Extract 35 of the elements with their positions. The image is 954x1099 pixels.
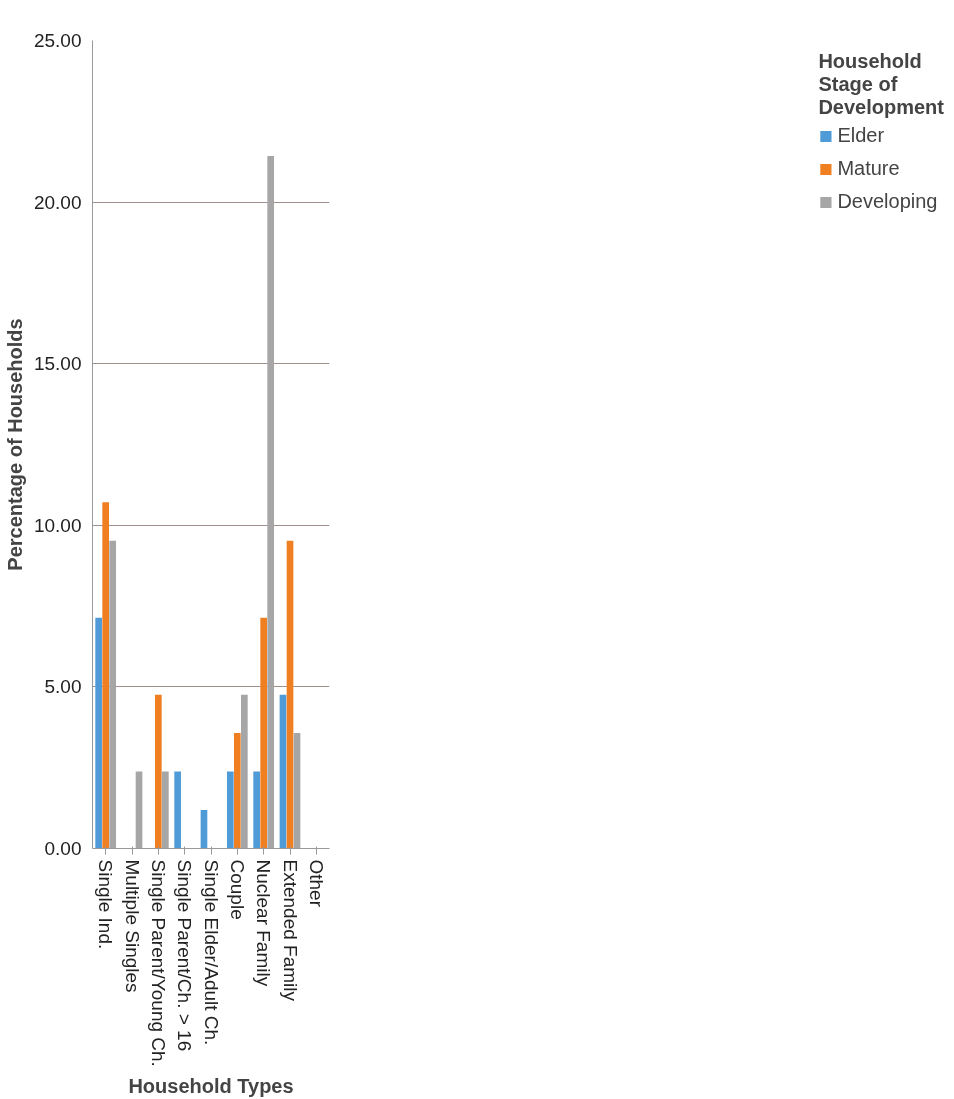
x-axis-title: Household Types bbox=[128, 1074, 294, 1097]
y-tick-label: 15.00 bbox=[33, 353, 82, 375]
x-tick-label: Single Parent/Young Ch. bbox=[147, 859, 169, 1067]
bar bbox=[109, 540, 117, 849]
x-tick-label: Single Elder/Adult Ch. bbox=[200, 859, 222, 1046]
bar bbox=[155, 694, 162, 849]
x-tick-label: Extended Family bbox=[279, 859, 301, 1002]
bar bbox=[95, 617, 102, 849]
bar bbox=[226, 771, 234, 849]
legend-label: Mature bbox=[837, 157, 900, 180]
x-tick-label: Single Parent/Ch. > 16 bbox=[174, 859, 196, 1052]
y-tick-label: 20.00 bbox=[33, 191, 82, 213]
y-tick-label: 10.00 bbox=[33, 514, 82, 536]
bar bbox=[174, 771, 181, 849]
bar bbox=[253, 771, 260, 849]
legend-label: Developing bbox=[837, 190, 938, 213]
x-tick-label: Couple bbox=[226, 859, 248, 920]
bar bbox=[286, 540, 294, 849]
legend-title: Household Stage of Development bbox=[818, 50, 944, 119]
x-tick-label: Multiple Singles bbox=[121, 859, 143, 993]
bar bbox=[293, 733, 301, 849]
x-tick-label: Single Ind. bbox=[95, 859, 117, 950]
y-tick-label: 25.00 bbox=[33, 30, 82, 51]
bar bbox=[234, 733, 241, 849]
bar bbox=[102, 502, 109, 849]
y-axis-title: Percentage of Households bbox=[3, 318, 26, 571]
y-tick-label: 5.00 bbox=[44, 676, 82, 698]
bar bbox=[267, 155, 275, 849]
bar bbox=[260, 617, 267, 849]
x-tick-label: Nuclear Family bbox=[253, 859, 275, 987]
legend-label: Elder bbox=[837, 124, 885, 147]
bar bbox=[241, 694, 248, 849]
y-tick-label: 0.00 bbox=[44, 838, 82, 859]
bar bbox=[162, 771, 169, 849]
x-tick-label: Other bbox=[305, 859, 327, 908]
